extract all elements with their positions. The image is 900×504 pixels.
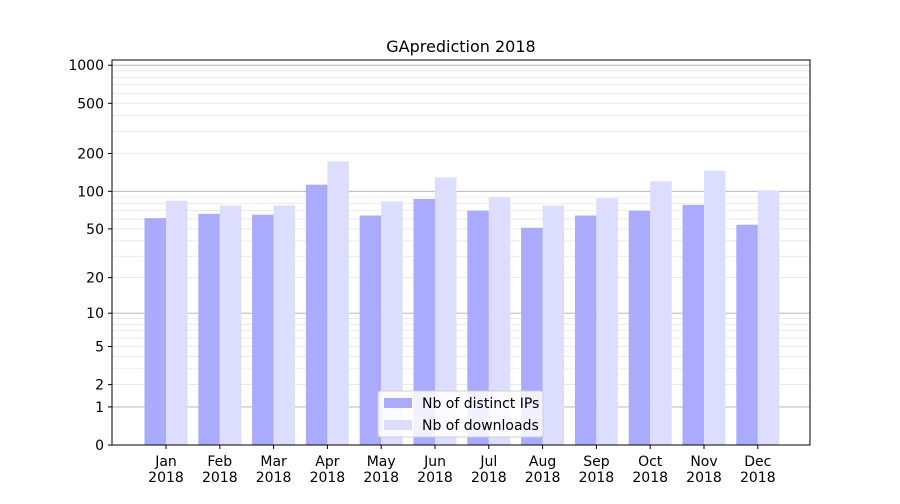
bar-downloads — [435, 177, 457, 446]
y-tick-label: 5 — [95, 340, 104, 356]
x-tick-label-month: Sep — [583, 454, 610, 470]
bar-downloads — [273, 205, 296, 445]
x-tick-label-year: 2018 — [686, 470, 722, 486]
bar-distinct-ips — [467, 210, 489, 445]
bar-distinct-ips — [305, 184, 328, 445]
x-tick-label-month: Nov — [690, 454, 717, 470]
y-tick-label: 2 — [95, 378, 104, 394]
x-tick-label-month: Jan — [154, 454, 177, 470]
bar-downloads — [542, 205, 565, 445]
x-tick-label-year: 2018 — [632, 470, 668, 486]
bar-downloads — [381, 201, 403, 445]
x-tick-label-year: 2018 — [740, 470, 776, 486]
x-tick-label-year: 2018 — [148, 470, 184, 486]
chart-title: GAprediction 2018 — [386, 37, 535, 56]
bar-downloads — [327, 161, 349, 445]
x-tick-label-month: Oct — [638, 454, 663, 470]
bar-downloads — [596, 198, 618, 445]
y-tick-label: 50 — [86, 222, 104, 238]
y-tick-label: 10 — [86, 306, 104, 322]
y-tick-label: 1 — [95, 400, 104, 416]
bar-distinct-ips — [682, 204, 704, 445]
x-tick-label-year: 2018 — [256, 470, 292, 486]
x-tick-label-month: Jul — [479, 454, 497, 470]
bar-distinct-ips — [413, 198, 435, 445]
plot-area-frame — [111, 59, 811, 446]
bar-distinct-ips — [198, 213, 220, 445]
bar-distinct-ips — [736, 224, 758, 445]
bars — [144, 161, 780, 446]
x-tick-label-year: 2018 — [471, 470, 507, 486]
y-tick-label: 0 — [95, 438, 104, 454]
bar-distinct-ips — [144, 218, 166, 445]
bar-downloads — [219, 205, 242, 445]
y-tick-label: 500 — [77, 96, 104, 112]
x-tick-label-year: 2018 — [525, 470, 561, 486]
axes: 01251020501002005001000Jan2018Feb2018Mar… — [68, 58, 775, 486]
x-tick-label-year: 2018 — [363, 470, 399, 486]
x-tick-label-month: Mar — [260, 454, 287, 470]
x-tick-label-year: 2018 — [310, 470, 346, 486]
bar-downloads — [166, 200, 188, 445]
bar-downloads — [704, 170, 726, 445]
bar-downloads — [488, 197, 511, 445]
x-tick-label-month: Dec — [744, 454, 771, 470]
legend: Nb of distinct IPs Nb of downloads — [377, 390, 544, 438]
legend-swatch — [384, 398, 412, 408]
x-tick-label-month: Aug — [529, 454, 556, 470]
bar-distinct-ips — [359, 215, 382, 445]
y-tick-label: 20 — [86, 271, 104, 287]
legend-label: Nb of downloads — [422, 418, 539, 434]
x-tick-label-month: Apr — [315, 454, 339, 470]
x-tick-label-month: May — [367, 454, 396, 470]
bar-distinct-ips — [252, 214, 274, 445]
y-tick-label: 200 — [77, 146, 104, 162]
y-tick-label: 100 — [77, 184, 104, 200]
legend-box — [377, 390, 544, 438]
bar-distinct-ips — [574, 215, 597, 445]
bar-distinct-ips — [628, 210, 651, 445]
bar-downloads — [650, 181, 672, 446]
x-tick-label-year: 2018 — [202, 470, 238, 486]
bar-downloads — [757, 190, 780, 445]
y-tick-label: 1000 — [68, 58, 104, 74]
legend-swatch — [384, 420, 412, 430]
legend-label: Nb of distinct IPs — [422, 396, 539, 412]
x-tick-label-year: 2018 — [417, 470, 453, 486]
x-tick-label-year: 2018 — [579, 470, 615, 486]
x-tick-label-month: Feb — [207, 454, 232, 470]
x-tick-label-month: Jun — [423, 454, 446, 470]
